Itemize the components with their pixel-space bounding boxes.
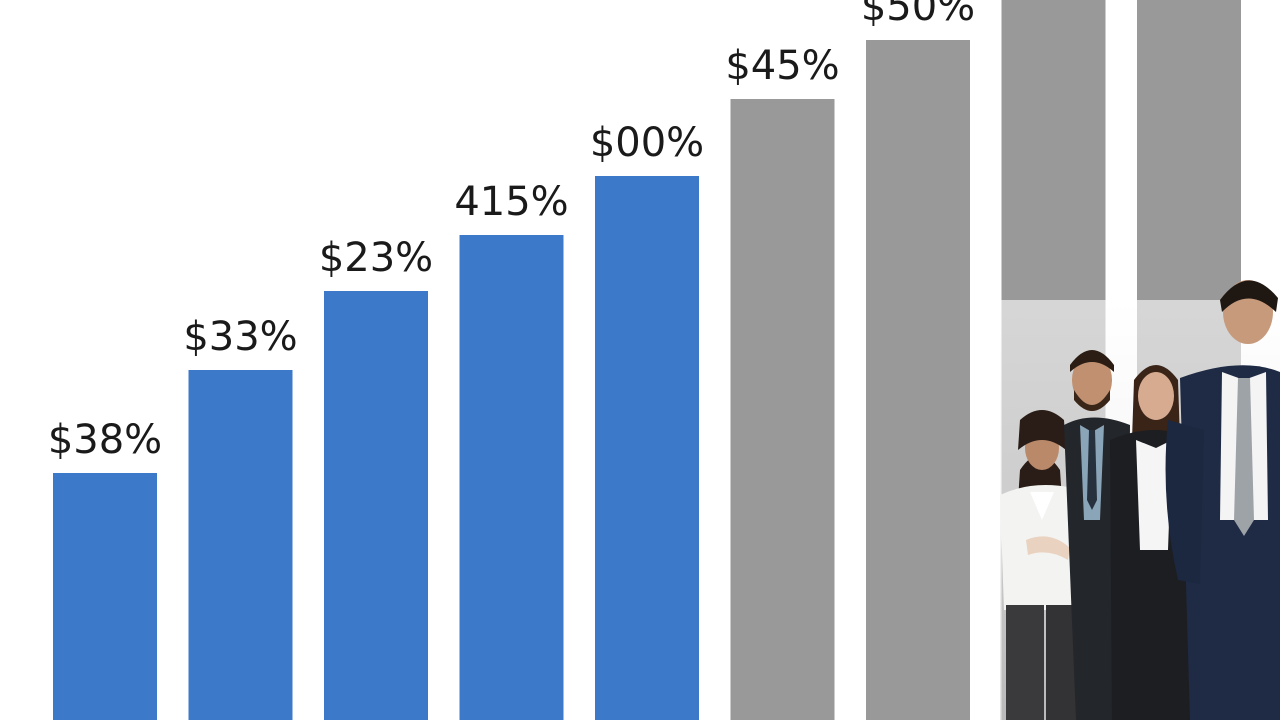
bar-1-value-label: $38% bbox=[48, 417, 162, 463]
bar-7 bbox=[866, 40, 970, 720]
bar-5-value-label: $00% bbox=[590, 120, 704, 166]
bar-2-value-label: $33% bbox=[183, 314, 297, 360]
bar-3 bbox=[324, 291, 428, 720]
business-people-photo bbox=[1000, 280, 1280, 720]
bar-7-value-label: $50% bbox=[861, 0, 975, 30]
person-tall-man-navy-suit bbox=[1165, 280, 1280, 720]
bar-4-value-label: 415% bbox=[454, 179, 568, 225]
bar-3-value-label: $23% bbox=[319, 235, 433, 281]
bar-6 bbox=[730, 99, 835, 720]
labels-layer: $38% $33% $23% 415% $00% $45% $50% bbox=[48, 0, 975, 463]
bar-4 bbox=[459, 235, 564, 720]
bar-2 bbox=[188, 370, 293, 720]
bar-6-value-label: $45% bbox=[725, 43, 839, 89]
bar-5 bbox=[595, 176, 699, 720]
bar-1 bbox=[53, 473, 157, 720]
